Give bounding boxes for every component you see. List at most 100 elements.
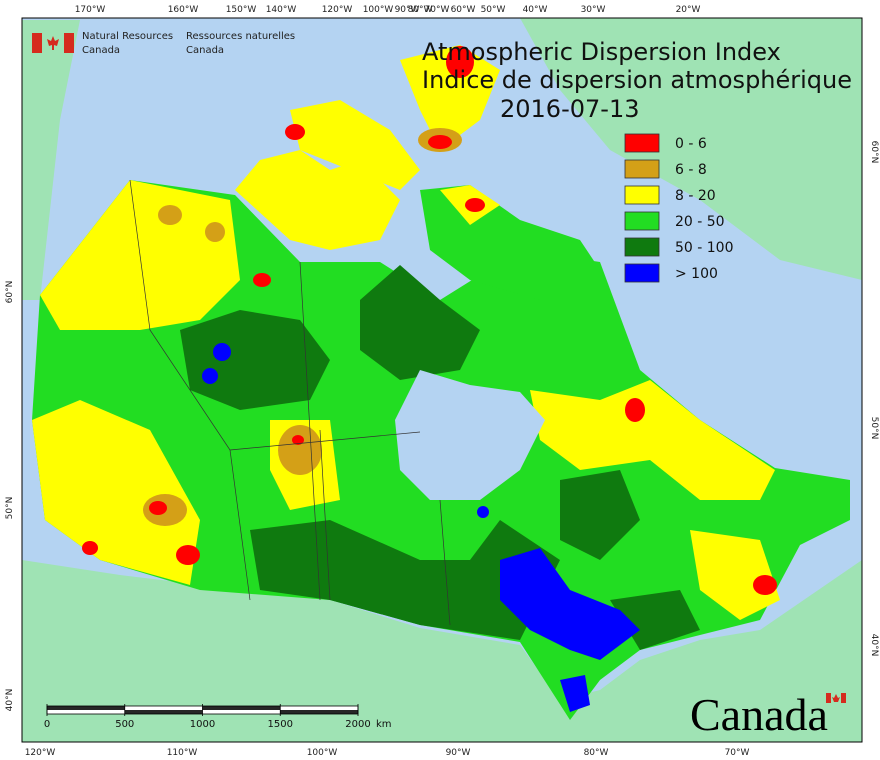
region-6-8: [158, 205, 182, 225]
region-gt-100: [202, 368, 218, 384]
scale-label: 1000: [190, 719, 215, 730]
region-gt-100: [560, 675, 590, 712]
bottom-longitude: 90°W: [446, 748, 471, 758]
region-50-100: [360, 265, 480, 380]
greenland: [520, 18, 862, 280]
top-longitude: 170°W: [75, 5, 106, 15]
legend-label: 0 - 6: [675, 136, 707, 152]
island: [235, 150, 400, 250]
legend-swatch: [624, 237, 660, 257]
scale-segment: [47, 706, 125, 710]
legend-label: 8 - 20: [675, 188, 716, 204]
flag-bar: [841, 693, 846, 703]
region-50-100: [560, 470, 640, 560]
scale-segment: [202, 706, 281, 710]
top-longitude: 60°W: [451, 5, 476, 15]
map-frame: [21, 17, 863, 743]
region-8-20: [32, 400, 200, 585]
legend-label: > 100: [675, 266, 718, 282]
region-0-6: [753, 575, 777, 595]
legend: 0 - 6 6 - 8 8 - 20 20 - 50 50 - 100 > 100: [624, 133, 734, 283]
region-0-6: [625, 398, 645, 422]
scale-segment: [280, 710, 358, 714]
legend-swatch: [624, 185, 660, 205]
alaska: [22, 20, 80, 300]
scale-label: 2000: [345, 719, 370, 730]
title-fr: Indice de dispersion atmosphérique: [422, 66, 852, 94]
region-0-6: [465, 198, 485, 212]
top-longitude: 70°W: [425, 5, 450, 15]
region-8-20: [530, 380, 775, 500]
flag-bar: [32, 33, 42, 53]
legend-label: 50 - 100: [675, 240, 734, 256]
top-longitude: 20°W: [676, 5, 701, 15]
top-longitude: 100°W: [363, 5, 394, 15]
region-0-6: [176, 545, 200, 565]
agency-fr: Canada: [186, 45, 224, 56]
legend-swatch: [624, 211, 660, 231]
top-longitude: 50°W: [481, 5, 506, 15]
left-latitude: 50°N: [5, 497, 15, 520]
region-0-6: [292, 435, 304, 445]
top-longitude: 150°W: [226, 5, 257, 15]
scale-bar: 0 500 1000 1500 2000 km: [44, 704, 392, 730]
region-0-6: [446, 46, 474, 78]
right-latitude: 60°N: [869, 141, 879, 164]
right-latitude: 50°N: [869, 417, 879, 440]
left-latitude: 40°N: [5, 689, 15, 712]
region-gt-100: [477, 506, 489, 518]
top-longitude: 90°W: [395, 5, 420, 15]
scale-label: 1500: [268, 719, 293, 730]
region-0-6: [285, 124, 305, 140]
agency-en: Natural Resources: [82, 31, 173, 42]
bottom-longitude: 120°W: [25, 748, 56, 758]
island: [290, 100, 420, 190]
graticule-labels: 170°W 160°W 150°W 140°W 120°W 100°W 90°W80°W70…: [5, 5, 879, 758]
hudson-bay: [395, 370, 545, 500]
legend-swatch: [624, 159, 660, 179]
bottom-longitude: 100°W: [307, 748, 338, 758]
agency-en: Canada: [82, 45, 120, 56]
top-longitude: 160°W: [168, 5, 199, 15]
boundaries: [129, 179, 451, 626]
legend-swatch: [624, 263, 660, 283]
title-en: Atmospheric Dispersion Index: [422, 38, 781, 66]
maple-leaf: [832, 694, 840, 702]
bottom-longitude: 70°W: [725, 748, 750, 758]
left-latitude: 60°N: [5, 281, 15, 304]
bottom-longitude: 110°W: [167, 748, 198, 758]
region-8-20: [690, 530, 780, 620]
top-longitude: 140°W: [266, 5, 297, 15]
region-0-6: [149, 501, 167, 515]
wordmark: Canada: [690, 689, 846, 740]
agency-fr: Ressources naturelles: [186, 31, 295, 42]
map-area: [21, 17, 863, 743]
region-0-6: [253, 273, 271, 287]
scale-label: 0: [44, 719, 50, 730]
bottom-longitude: 80°W: [584, 748, 609, 758]
legend-swatch: [624, 133, 660, 153]
maple-leaf: [47, 36, 59, 50]
wordmark-text: Canada: [690, 689, 828, 740]
top-longitude: 120°W: [322, 5, 353, 15]
region-50-100: [250, 520, 560, 640]
island: [400, 45, 500, 150]
region-gt-100: [500, 548, 640, 660]
region-50-100: [180, 310, 330, 410]
top-longitude: 80°W: [408, 5, 433, 15]
right-latitude: 40°N: [869, 634, 879, 657]
scale-unit: km: [376, 719, 392, 730]
scale-label: 500: [115, 719, 134, 730]
region-gt-100: [213, 343, 231, 361]
region-0-6: [82, 541, 98, 555]
region-6-8: [205, 222, 225, 242]
legend-label: 20 - 50: [675, 214, 725, 230]
legend-label: 6 - 8: [675, 162, 707, 178]
flag-bar: [826, 693, 831, 703]
region-0-6: [428, 135, 452, 149]
region-6-8: [278, 425, 322, 475]
scale-segment: [124, 710, 203, 714]
agency-signature: Natural Resources Canada Ressources natu…: [32, 31, 295, 56]
top-longitude: 40°W: [523, 5, 548, 15]
